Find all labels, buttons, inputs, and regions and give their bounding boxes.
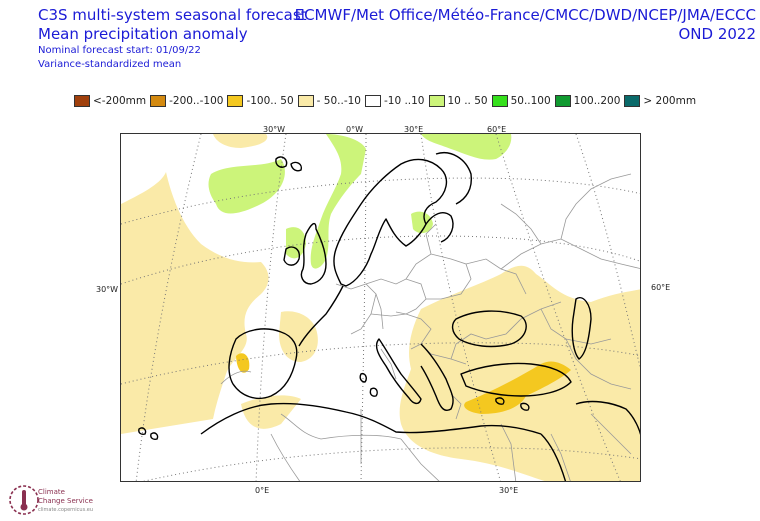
method-note: Variance-standardized mean [38,59,182,70]
forecast-start: Nominal forecast start: 01/09/22 [38,45,201,56]
logo-line1: Climate [38,488,65,496]
anomaly-region [241,395,301,429]
lon-label-top: 60°E [487,125,507,134]
forecast-period: OND 2022 [678,25,756,43]
lon-label-top: 30°E [404,125,424,134]
anomaly-region [236,353,250,373]
legend-swatch [428,95,445,107]
legend-item: 100..200 [554,95,621,107]
legend-swatch [364,95,381,107]
legend-item: -200..-100 [150,95,223,107]
legend-item: 50..100 [491,95,551,107]
legend-swatch [297,95,314,107]
legend-swatch [150,95,167,107]
legend-label: > 200mm [643,95,697,107]
lon-label-left: 30°W [96,285,119,294]
anomaly-region [421,134,512,160]
legend-label: - 50..-10 [316,95,361,107]
legend-swatch [624,95,641,107]
source-centres: ECMWF/Met Office/Météo-France/CMCC/DWD/N… [294,6,756,24]
map-canvas [121,134,640,481]
lon-label-bottom: 30°E [499,486,519,495]
logo-line3: climate.copernicus.eu [38,507,94,513]
legend-item: - 50..-10 [297,95,361,107]
legend-item: -10 ..10 [364,95,425,107]
anomaly-region [464,361,571,414]
legend-swatch [74,95,90,107]
anomaly-region [213,134,268,148]
lon-label-top: 0°W [346,125,363,134]
lon-label-top: 30°W [263,125,286,134]
logo-line2: Change Service [38,497,93,505]
chart-subtitle: Mean precipitation anomaly [38,25,248,43]
legend-swatch [554,95,571,107]
legend-item: -100.. 50 [227,95,294,107]
anomaly-region [399,265,640,481]
c3s-logo [9,485,39,515]
legend-item: 10 .. 50 [428,95,488,107]
anomaly-region [208,159,285,214]
legend-label: 50..100 [510,95,551,107]
legend-label: -100.. 50 [246,95,294,107]
chart-title: C3S multi-system seasonal forecast [38,6,307,24]
legend-swatch [227,95,244,107]
legend-label: <-200mm [93,95,147,107]
legend-item: <-200mm [74,95,146,107]
anomaly-region [411,211,433,234]
anomaly-region [279,311,318,362]
legend-label: -200..-100 [169,95,224,107]
coastlines [138,152,640,481]
title-block: C3S multi-system seasonal forecast Mean … [38,6,307,72]
legend: <-200mm -200..-100 -100.. 50 - 50..-10 -… [74,95,700,107]
legend-label: 100..200 [573,95,621,107]
legend-item: > 200mm [624,95,696,107]
legend-swatch [491,95,508,107]
legend-label: -10 ..10 [383,95,425,107]
lon-label-right: 60°E [651,283,671,292]
source-block: ECMWF/Met Office/Météo-France/CMCC/DWD/N… [295,6,756,44]
anomaly-region [286,227,306,259]
lon-label-bottom: 0°E [255,486,270,495]
anomaly-region [121,172,269,434]
legend-label: 10 .. 50 [447,95,488,107]
precip-anomaly-map [120,133,641,482]
anomaly-region [310,134,366,269]
